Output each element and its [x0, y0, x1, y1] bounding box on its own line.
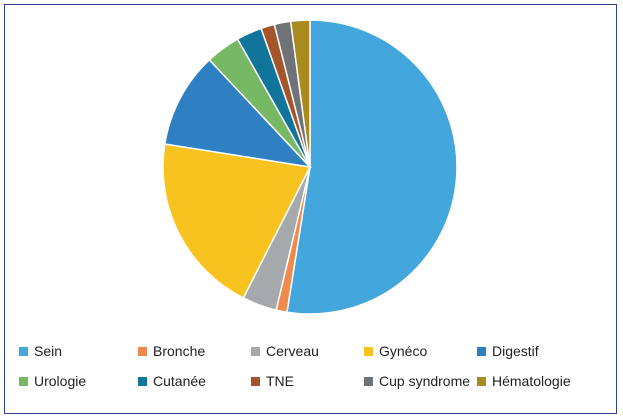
pie-slice-h-matologie: [289, 19, 311, 168]
legend-label: Hématologie: [492, 373, 571, 389]
legend-item: Sein: [19, 341, 138, 361]
legend-item: Bronche: [138, 341, 251, 361]
chart-legend: Sein Bronche Cerveau Gynéco Digestif Urologie…: [19, 341, 615, 391]
legend-swatch: [477, 346, 486, 356]
pie-slice-digestif: [163, 58, 313, 169]
legend-swatch: [19, 376, 28, 386]
legend-item: Gynéco: [364, 341, 477, 361]
legend-item: TNE: [251, 371, 364, 391]
legend-label: Urologie: [34, 373, 87, 389]
legend-label: Digestif: [492, 343, 539, 359]
legend-swatch: [251, 376, 260, 386]
legend-item: Digestif: [477, 341, 587, 361]
legend-label: Gynéco: [379, 343, 428, 359]
legend-swatch: [364, 376, 373, 386]
legend-swatch: [364, 346, 373, 356]
pie-slice-gyn-co: [162, 143, 312, 299]
legend-label: Cutanée: [153, 373, 206, 389]
legend-swatch: [138, 376, 147, 386]
pie-slice-sein: [286, 19, 458, 315]
legend-item: Cerveau: [251, 341, 364, 361]
legend-swatch: [477, 376, 486, 386]
legend-swatch: [251, 346, 260, 356]
legend-label: Cup syndrome: [379, 373, 471, 389]
legend-label: Cerveau: [266, 343, 319, 359]
legend-label: TNE: [266, 373, 294, 389]
legend-label: Bronche: [153, 343, 206, 359]
legend-label: Sein: [34, 343, 63, 359]
legend-swatch: [138, 346, 147, 356]
chart-frame: Sein Bronche Cerveau Gynéco Digestif Urologie…: [4, 4, 617, 414]
legend-item: Cup syndrome: [364, 371, 477, 391]
legend-item: Urologie: [19, 371, 138, 391]
legend-item: Hématologie: [477, 371, 587, 391]
legend-swatch: [19, 346, 28, 356]
pie-chart: [162, 19, 458, 315]
legend-item: Cutanée: [138, 371, 251, 391]
